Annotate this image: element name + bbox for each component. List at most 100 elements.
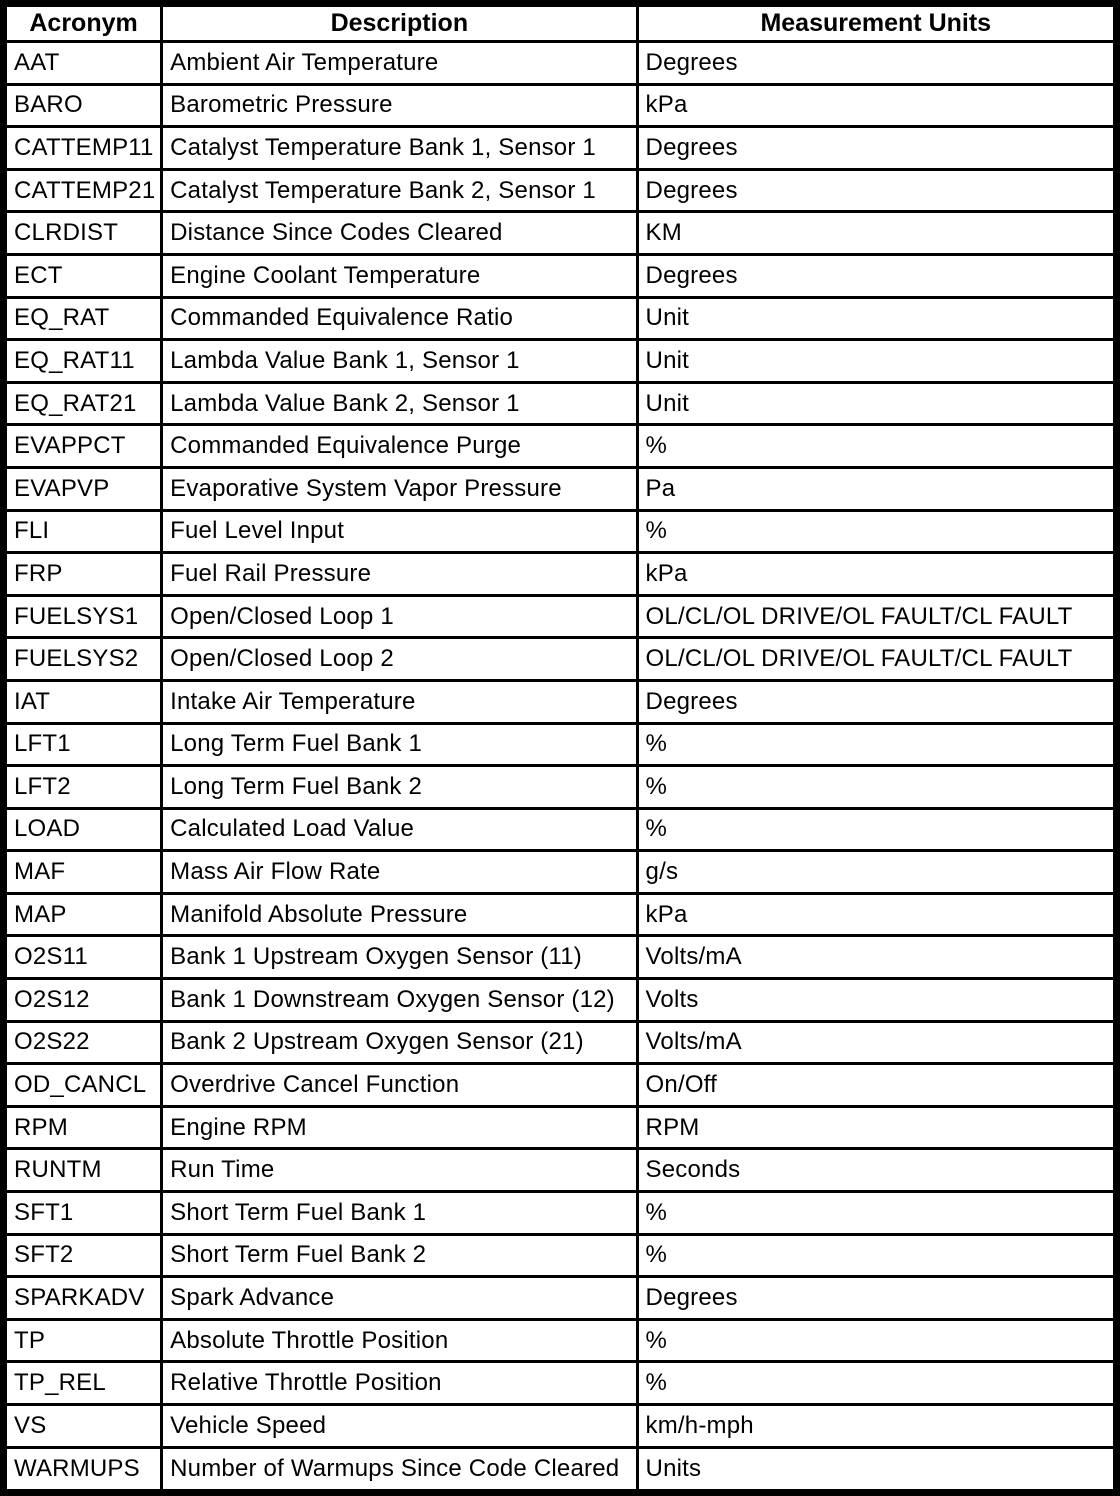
table-row: IAT Intake Air Temperature Degrees [1,678,1119,725]
description-cell: Bank 1 Downstream Oxygen Sensor (12) [160,977,639,1023]
acronym-cell: SFT1 [1,1190,164,1236]
table-row: FRP Fuel Rail Pressure kPa [1,551,1119,597]
table-row: O2S11 Bank 1 Upstream Oxygen Sensor (11) V… [1,934,1119,981]
description-cell: Engine Coolant Temperature [160,252,639,299]
table-row: RPM Engine RPM RPM [1,1104,1119,1151]
units-cell: % [635,1232,1119,1279]
acronym-cell: EQ_RAT21 [1,380,164,427]
description-cell: Relative Throttle Position [160,1360,639,1406]
units-cell: % [635,1317,1119,1364]
acronym-cell: RUNTM [1,1147,164,1194]
acronym-cell: OD_CANCL [1,1062,164,1108]
acronym-cell: EVAPPCT [1,423,164,469]
units-cell: Degrees [635,167,1119,214]
description-cell: Short Term Fuel Bank 2 [160,1232,639,1279]
description-cell: Bank 2 Upstream Oxygen Sensor (21) [160,1019,639,1066]
units-cell: OL/CL/OL DRIVE/OL FAULT/CL FAULT [635,593,1119,640]
header-row: Acronym Description Measurement Units [1,2,1119,43]
acronym-cell: FLI [1,508,164,555]
table-row: EVAPVP Evaporative System Vapor Pressure P… [1,465,1119,512]
table-row: TP_REL Relative Throttle Position% [1,1360,1119,1406]
units-cell: Degrees [635,125,1119,171]
acronym-cell: FUELSYS2 [1,636,164,682]
acronym-cell: LFT1 [1,721,164,768]
table-row: SFT1 Short Term Fuel Bank 1% [1,1190,1119,1236]
table-row: BARO Barometric Pressure kPa [1,82,1119,129]
table-row: SPARKADV Spark Advance Degrees [1,1275,1119,1321]
units-cell: g/s [635,849,1119,895]
table-row: SFT2 Short Term Fuel Bank 2% [1,1232,1119,1279]
acronym-cell: VS [1,1403,164,1449]
table-row: O2S22 Bank 2 Upstream Oxygen Sensor (21) V… [1,1019,1119,1066]
description-cell: Barometric Pressure [160,82,639,129]
description-cell: Absolute Throttle Position [160,1317,639,1364]
units-cell: Unit [635,380,1119,427]
table-row: RUNTM Run Time Seconds [1,1147,1119,1194]
table-row: CATTEMP21 Catalyst Temperature Bank 2, Se… [1,167,1119,214]
acronym-cell: LOAD [1,806,164,853]
acronym-cell: EVAPVP [1,465,164,512]
description-cell: Fuel Level Input [160,508,639,555]
table-row: O2S12 Bank 1 Downstream Oxygen Sensor (12… [1,977,1119,1023]
description-cell: Lambda Value Bank 1, Sensor 1 [160,338,639,384]
acronym-cell: CATTEMP11 [1,125,164,171]
units-cell: % [635,423,1119,469]
table-row: LFT2 Long Term Fuel Bank 2% [1,764,1119,810]
acronym-cell: ECT [1,252,164,299]
units-cell: % [635,1190,1119,1236]
acronym-cell: SFT2 [1,1232,164,1279]
acronym-cell: FRP [1,551,164,597]
table-row: WARMUPS Number of Warmups Since Code Clea… [1,1445,1119,1495]
units-cell: Units [635,1445,1119,1495]
units-cell: kPa [635,891,1119,938]
description-cell: Distance Since Codes Cleared [160,210,639,256]
units-cell: % [635,806,1119,853]
description-cell: Spark Advance [160,1275,639,1321]
units-cell: Volts/mA [635,1019,1119,1066]
description-cell: Run Time [160,1147,639,1194]
units-cell: On/Off [635,1062,1119,1108]
table-row: CLRDIST Distance Since Codes Cleared KM [1,210,1119,256]
units-cell: KM [635,210,1119,256]
table-row: OD_CANCL Overdrive Cancel Function On/Off [1,1062,1119,1108]
units-cell: Degrees [635,678,1119,725]
units-cell: kPa [635,551,1119,597]
units-cell: Pa [635,465,1119,512]
acronym-cell: MAF [1,849,164,895]
units-cell: km/h-mph [635,1403,1119,1449]
acronym-cell: EQ_RAT [1,295,164,342]
acronym-cell: CLRDIST [1,210,164,256]
description-cell: Catalyst Temperature Bank 2, Sensor 1 [160,167,639,214]
acronym-cell: EQ_RAT11 [1,338,164,384]
description-cell: Intake Air Temperature [160,678,639,725]
table-row: FUELSYS1 Open/Closed Loop 1 OL/CL/OL DRIVE… [1,593,1119,640]
units-cell: % [635,721,1119,768]
acronym-cell: MAP [1,891,164,938]
units-cell: RPM [635,1104,1119,1151]
acronym-cell: CATTEMP21 [1,167,164,214]
acronym-cell: AAT [1,40,164,86]
description-cell: Long Term Fuel Bank 2 [160,764,639,810]
description-cell: Commanded Equivalence Ratio [160,295,639,342]
description-cell: Calculated Load Value [160,806,639,853]
description-cell: Manifold Absolute Pressure [160,891,639,938]
table-row: VS Vehicle Speed km/h-mph [1,1403,1119,1449]
units-cell: Seconds [635,1147,1119,1194]
table-row: CATTEMP11 Catalyst Temperature Bank 1, Se… [1,125,1119,171]
description-cell: Engine RPM [160,1104,639,1151]
description-cell: Open/Closed Loop 2 [160,636,639,682]
table-row: EQ_RAT21 Lambda Value Bank 2, Sensor 1 Uni… [1,380,1119,427]
units-cell: % [635,764,1119,810]
acronym-cell: O2S11 [1,934,164,981]
acronym-cell: O2S22 [1,1019,164,1066]
description-cell: Overdrive Cancel Function [160,1062,639,1108]
description-cell: Ambient Air Temperature [160,40,639,86]
description-cell: Long Term Fuel Bank 1 [160,721,639,768]
table-row: FLI Fuel Level Input% [1,508,1119,555]
acronym-cell: LFT2 [1,764,164,810]
units-cell: % [635,1360,1119,1406]
column-header-description: Description [160,2,639,43]
units-cell: kPa [635,82,1119,129]
acronym-cell: RPM [1,1104,164,1151]
